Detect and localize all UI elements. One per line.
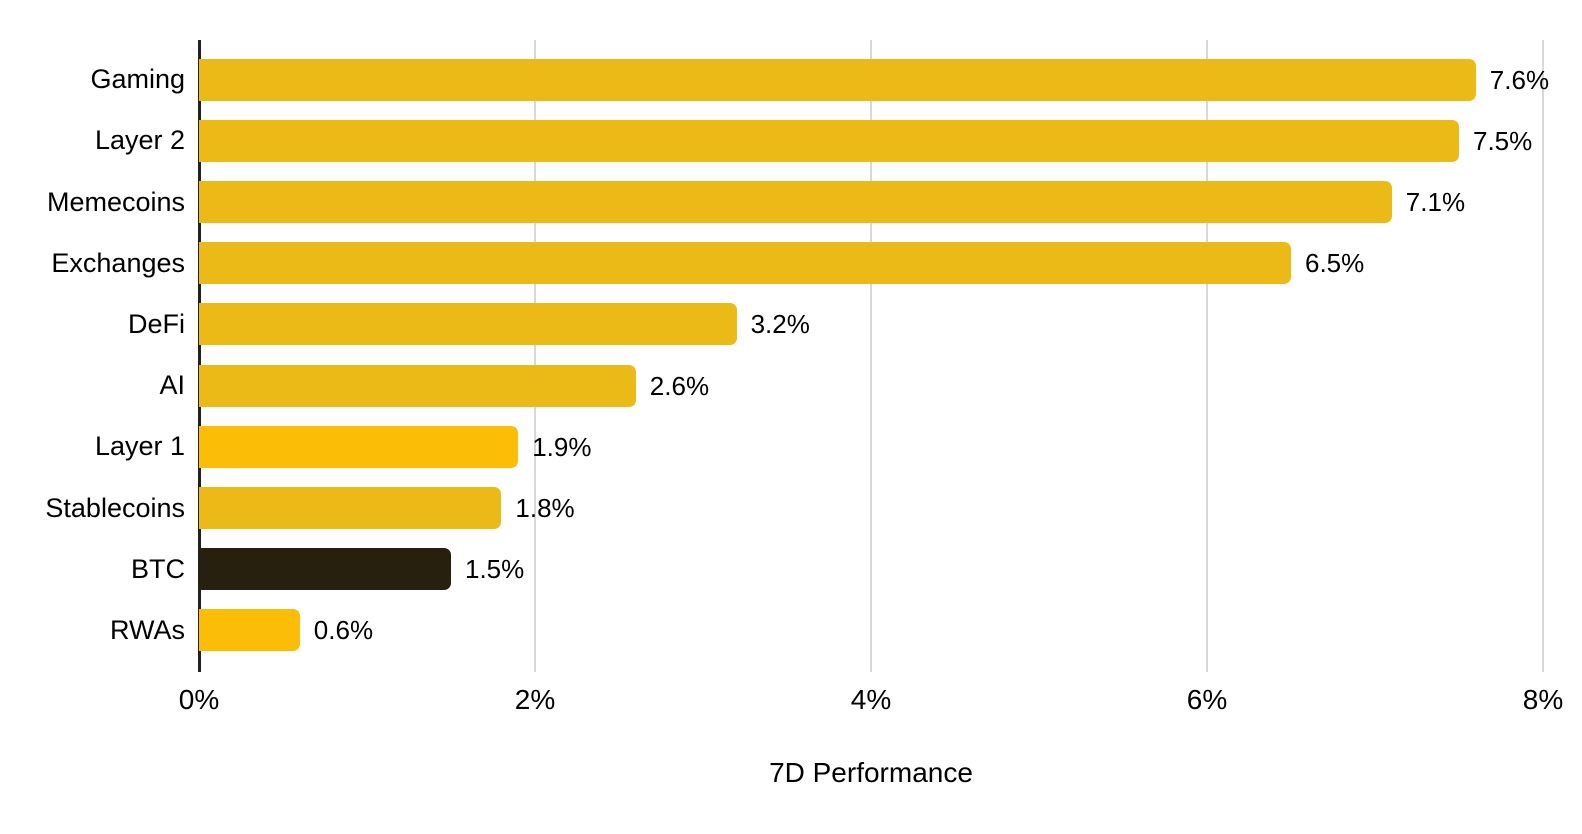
- category-label: AI: [159, 370, 185, 401]
- gridline-2pct: [534, 40, 536, 672]
- value-label: 3.2%: [750, 309, 810, 340]
- bar-row: Layer 1 1.9%: [0, 416, 1543, 477]
- value-label: 1.9%: [532, 431, 592, 462]
- value-label: 6.5%: [1305, 248, 1365, 279]
- gridline-6pct: [1206, 40, 1208, 672]
- bar-track: 0.6%: [199, 609, 1543, 652]
- bar-row: RWAs 0.6%: [0, 600, 1543, 661]
- gridline-4pct: [870, 40, 872, 672]
- gridline-8pct: [1542, 40, 1544, 672]
- value-label: 1.8%: [515, 493, 575, 524]
- value-label: 1.5%: [465, 554, 525, 585]
- category-label: BTC: [131, 553, 185, 584]
- bar-track: 1.5%: [199, 548, 1543, 591]
- bar: [199, 364, 636, 407]
- category-label: Gaming: [90, 64, 185, 95]
- bar-track: 3.2%: [199, 303, 1543, 346]
- bar-track: 1.8%: [199, 487, 1543, 530]
- category-label: Memecoins: [46, 186, 185, 217]
- bar: [199, 58, 1476, 101]
- bar-track: 1.9%: [199, 425, 1543, 468]
- x-tick-label: 8%: [1522, 684, 1564, 715]
- bar: [199, 242, 1291, 285]
- category-label: Layer 1: [94, 431, 185, 462]
- bar-row: Stablecoins 1.8%: [0, 477, 1543, 538]
- bar: [199, 487, 502, 530]
- bar-row: AI 2.6%: [0, 355, 1543, 416]
- bar-row: Exchanges 6.5%: [0, 233, 1543, 294]
- x-axis-tick-labels: 0% 2% 4% 6% 8%: [179, 684, 1563, 718]
- bar-track: 7.5%: [199, 119, 1543, 162]
- plot-area: [198, 40, 1544, 672]
- x-tick-label: 0%: [178, 684, 220, 715]
- bar-row: BTC 1.5%: [0, 539, 1543, 600]
- bar: [199, 119, 1459, 162]
- bar: [199, 609, 300, 652]
- value-label: 7.6%: [1489, 64, 1550, 95]
- bar: [199, 181, 1392, 223]
- bar-row: Layer 2 7.5%: [0, 110, 1543, 171]
- bar-track: 7.1%: [199, 181, 1543, 223]
- bar: [199, 548, 451, 591]
- category-label: Exchanges: [51, 247, 185, 278]
- bar-row: DeFi 3.2%: [0, 294, 1543, 355]
- value-label: 2.6%: [649, 370, 710, 401]
- x-axis-title: 7D Performance: [769, 757, 973, 788]
- bar-row: Memecoins 7.1%: [0, 171, 1543, 232]
- bar: [199, 303, 737, 346]
- y-axis-line: [198, 40, 201, 672]
- bar-track: 2.6%: [199, 364, 1543, 407]
- bar-track: 6.5%: [199, 242, 1543, 285]
- value-label: 7.1%: [1405, 187, 1466, 217]
- bar: [199, 425, 519, 468]
- category-label: RWAs: [109, 614, 185, 645]
- value-label: 0.6%: [313, 615, 374, 646]
- x-tick-label: 6%: [1186, 684, 1228, 715]
- x-tick-label: 4%: [850, 684, 892, 715]
- bar-rows: Gaming 7.6% Layer 2 7.5% Memecoins 7.1% Exchan…: [0, 49, 1549, 661]
- x-tick-label: 2%: [514, 684, 556, 715]
- category-label: Stablecoins: [45, 492, 185, 523]
- category-label: Layer 2: [94, 125, 185, 156]
- value-label: 7.5%: [1473, 125, 1533, 156]
- bar-row: Gaming 7.6%: [0, 49, 1549, 110]
- category-label: DeFi: [127, 308, 185, 339]
- bar-track: 7.6%: [199, 58, 1549, 101]
